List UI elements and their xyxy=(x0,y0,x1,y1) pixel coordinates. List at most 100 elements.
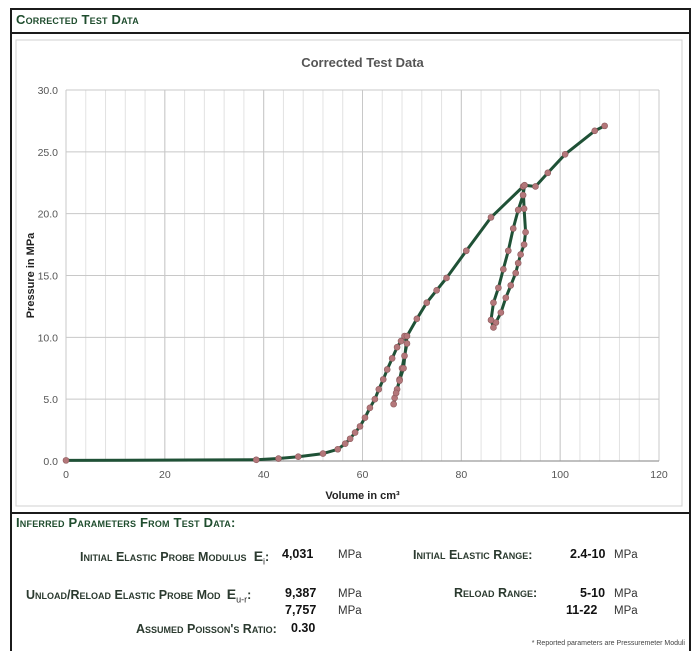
y-tick-label: 15.0 xyxy=(38,271,59,283)
section-title: Corrected Test Data xyxy=(16,12,139,27)
data-point xyxy=(423,299,431,307)
data-point xyxy=(490,299,497,307)
initial-range-value: 2.4-10 xyxy=(570,547,606,561)
unload-modulus-unit-1: MPa xyxy=(338,588,362,600)
data-point xyxy=(392,389,400,397)
data-point xyxy=(514,259,522,267)
data-point xyxy=(509,225,517,232)
moduli-note: * Reported parameters are Pressuremeter … xyxy=(531,640,685,647)
data-point xyxy=(400,364,407,372)
data-point xyxy=(294,453,302,460)
reload-range-unit-2: MPa xyxy=(614,605,638,617)
pressure-volume-chart: Corrected Test Data 0 20 40 60 80 100 120 0.0 5.0… xyxy=(15,39,683,507)
x-tick-label: 40 xyxy=(258,469,270,481)
y-tick-label: 20.0 xyxy=(38,209,59,221)
data-point xyxy=(443,274,450,282)
header-divider xyxy=(10,32,691,34)
y-axis-label: Pressure in MPa xyxy=(25,232,37,318)
data-point xyxy=(487,316,495,324)
chart-border xyxy=(15,39,683,507)
data-point xyxy=(490,324,497,331)
initial-range-unit: MPa xyxy=(614,549,638,561)
x-axis-label: Volume in cm³ xyxy=(325,490,400,502)
data-point xyxy=(341,440,349,447)
x-tick-label: 80 xyxy=(455,469,467,481)
initial-modulus-unit: MPa xyxy=(338,549,362,561)
y-tick-label: 5.0 xyxy=(43,394,58,406)
x-tick-label: 0 xyxy=(63,469,69,481)
reload-range-label: Reload Range: xyxy=(454,586,538,600)
y-tick-label: 30.0 xyxy=(38,85,59,97)
params-divider xyxy=(10,512,691,514)
unload-modulus-sub: u-r xyxy=(236,594,248,605)
data-point xyxy=(497,309,505,316)
data-point xyxy=(504,247,512,255)
data-point xyxy=(62,457,70,464)
x-tick-label: 120 xyxy=(650,469,668,481)
data-point xyxy=(532,183,539,190)
data-point xyxy=(487,214,495,221)
chart-title: Corrected Test Data xyxy=(301,55,424,70)
unload-modulus-label: Unload/Reload Elastic Probe Mod xyxy=(26,588,221,602)
data-point xyxy=(379,376,387,383)
unload-modulus-value-1: 9,387 xyxy=(285,586,317,600)
x-tick-label: 100 xyxy=(551,469,569,481)
data-point xyxy=(517,251,524,258)
data-point xyxy=(413,315,421,323)
initial-modulus-sub: i xyxy=(263,556,266,567)
unload-modulus-row: Unload/Reload Elastic Probe Mod Eu-r: xyxy=(26,586,252,605)
data-point xyxy=(521,181,528,189)
initial-range-label: Initial Elastic Range: xyxy=(413,548,533,562)
data-point xyxy=(512,269,519,277)
data-point xyxy=(502,294,510,302)
unload-modulus-symbol: E xyxy=(226,586,237,602)
data-point xyxy=(390,400,397,408)
data-point xyxy=(334,445,342,453)
data-point xyxy=(561,151,569,158)
data-point xyxy=(520,205,528,213)
data-point xyxy=(462,247,470,255)
data-point xyxy=(351,429,359,436)
data-point xyxy=(495,284,502,292)
params-heading: Inferred Parameters From Test Data: xyxy=(16,515,236,530)
data-point xyxy=(520,241,528,248)
y-tick-label: 10.0 xyxy=(38,332,59,344)
data-point xyxy=(361,414,369,422)
data-point xyxy=(403,340,411,347)
initial-modulus-label: Initial Elastic Probe Modulus xyxy=(80,550,247,564)
x-tick-label: 20 xyxy=(159,469,171,481)
x-tick-label: 60 xyxy=(357,469,369,481)
report-frame xyxy=(10,8,691,651)
poisson-value: 0.30 xyxy=(291,621,316,635)
data-point xyxy=(275,455,282,462)
data-point xyxy=(375,385,383,393)
data-point xyxy=(383,366,391,373)
unload-modulus-value-2: 7,757 xyxy=(285,603,317,617)
initial-modulus-value: 4,031 xyxy=(282,547,314,561)
data-point xyxy=(346,435,354,443)
data-point xyxy=(403,332,411,340)
data-point xyxy=(388,355,396,362)
data-point xyxy=(393,343,401,351)
initial-modulus-row: Initial Elastic Probe Modulus Ei: xyxy=(80,548,270,567)
data-point xyxy=(601,122,608,130)
data-point xyxy=(401,352,408,360)
y-tick-label: 0.0 xyxy=(43,456,58,468)
data-point xyxy=(319,450,327,457)
data-point xyxy=(356,423,364,430)
reload-range-value-2: 11-22 xyxy=(566,603,598,617)
poisson-label: Assumed Poisson's Ratio: xyxy=(136,622,277,636)
reload-range-unit-1: MPa xyxy=(614,588,638,600)
data-point xyxy=(514,206,522,214)
data-point xyxy=(433,287,440,294)
data-point xyxy=(397,337,405,345)
data-point xyxy=(396,377,403,384)
initial-modulus-symbol: E xyxy=(253,548,264,564)
data-point xyxy=(507,282,515,289)
data-point xyxy=(522,228,529,236)
data-point xyxy=(252,456,260,464)
data-point xyxy=(544,169,552,177)
data-point xyxy=(519,191,527,199)
y-tick-label: 25.0 xyxy=(38,147,59,159)
reload-range-value-1: 5-10 xyxy=(580,586,606,600)
